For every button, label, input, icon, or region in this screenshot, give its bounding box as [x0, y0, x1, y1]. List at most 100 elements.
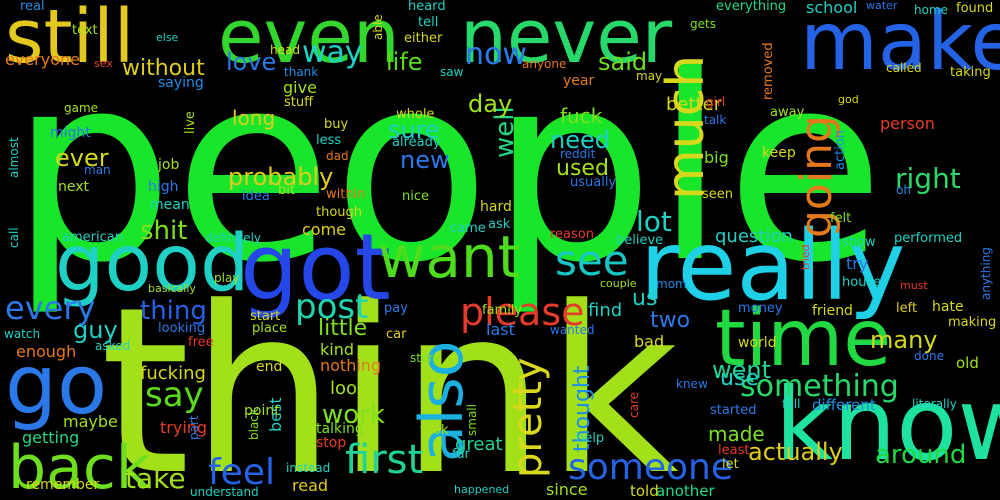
- word-less: less: [316, 133, 342, 148]
- word-usually: usually: [570, 175, 617, 190]
- word-god: god: [838, 93, 859, 106]
- word-place: place: [252, 321, 287, 336]
- word-another: another: [656, 482, 715, 500]
- word-many: many: [870, 326, 938, 354]
- word-come: come: [302, 220, 347, 239]
- word-getting: getting: [22, 428, 80, 447]
- word-world: world: [738, 335, 777, 351]
- word-might: might: [50, 125, 91, 141]
- word-literally: literally: [912, 397, 957, 411]
- word-someone: someone: [568, 447, 733, 488]
- word-kind: kind: [320, 340, 355, 359]
- word-used: used: [556, 156, 609, 181]
- word-use: use: [720, 366, 759, 391]
- word-without: without: [122, 56, 205, 81]
- word-family: family: [482, 303, 523, 318]
- word-want: want: [378, 223, 521, 291]
- word-car: car: [386, 327, 407, 342]
- word-definitely: definitely: [205, 231, 262, 245]
- word-felt: felt: [830, 211, 852, 226]
- word-around: around: [875, 440, 967, 470]
- word-came: came: [450, 221, 486, 236]
- word-person: person: [880, 114, 935, 133]
- word-job: job: [158, 157, 180, 173]
- word-basically: basically: [148, 282, 196, 295]
- word-least: least: [718, 443, 750, 458]
- word-happened: happened: [454, 483, 510, 496]
- word-remember: remember: [26, 477, 100, 493]
- word-couple: couple: [600, 277, 637, 290]
- word-us: us: [632, 286, 658, 311]
- word-buy: buy: [324, 117, 349, 132]
- word-girl: girl: [706, 95, 726, 109]
- word-first: first: [345, 437, 424, 483]
- word-post: post: [295, 287, 369, 327]
- word-idea: idea: [242, 189, 270, 204]
- word-knew: knew: [676, 377, 708, 391]
- word-need: need: [550, 126, 610, 154]
- word-year: year: [563, 73, 595, 89]
- word-work: work: [322, 400, 385, 430]
- word-big: big: [704, 148, 729, 167]
- word-small: small: [465, 404, 479, 436]
- word-asked: asked: [95, 339, 131, 353]
- word-shit: shit: [140, 216, 188, 246]
- word-please: please: [460, 290, 585, 334]
- word-instead: instead: [286, 461, 331, 475]
- word-end: end: [256, 359, 283, 375]
- word-got: got: [240, 214, 391, 321]
- word-talk: talk: [704, 113, 727, 127]
- word-next: next: [58, 179, 90, 195]
- word-something: something: [740, 369, 899, 404]
- word-game: game: [64, 101, 99, 115]
- word-take: take: [125, 462, 186, 495]
- word-able: able: [371, 14, 385, 40]
- word-looking: looking: [158, 321, 206, 336]
- word-point: point: [244, 403, 280, 419]
- word-removed: removed: [761, 42, 776, 100]
- word-bad: bad: [634, 332, 665, 351]
- word-said: said: [598, 48, 648, 76]
- word-thing: thing: [140, 296, 207, 326]
- word-watch: watch: [4, 327, 41, 341]
- word-head: head: [270, 43, 300, 57]
- word-either: either: [404, 31, 443, 46]
- word-love: love: [226, 48, 277, 76]
- word-black: black: [247, 408, 261, 440]
- word-different: different: [812, 396, 876, 414]
- word-tell: tell: [418, 15, 439, 30]
- word-water: water: [866, 0, 898, 12]
- word-making: making: [948, 315, 997, 330]
- word-right: right: [895, 162, 961, 195]
- word-old: old: [956, 354, 979, 372]
- word-gets: gets: [690, 17, 716, 31]
- word-told: told: [630, 482, 659, 500]
- word-feel: feel: [208, 452, 275, 493]
- word-money: money: [738, 301, 783, 316]
- word-new: new: [400, 146, 450, 174]
- word-whole: whole: [396, 107, 435, 122]
- word-show: show: [842, 235, 876, 250]
- word-find: find: [588, 300, 623, 321]
- word-last: last: [486, 320, 515, 339]
- word-every: every: [5, 289, 96, 327]
- word-understand: understand: [190, 485, 259, 499]
- word-give: give: [283, 78, 317, 97]
- word-lot: lot: [636, 205, 672, 238]
- word-hate: hate: [932, 299, 964, 315]
- word-care: care: [627, 391, 641, 418]
- word-found: found: [956, 1, 994, 16]
- word-stuff: stuff: [284, 95, 314, 110]
- word-anything: anything: [979, 247, 993, 300]
- word-reddit: reddit: [560, 147, 596, 161]
- word-performed: performed: [894, 231, 963, 246]
- word-much: much: [656, 54, 716, 200]
- word-american: american: [62, 230, 123, 245]
- word-everything: everything: [716, 0, 787, 14]
- word-though: though: [316, 205, 363, 220]
- word-away: away: [770, 105, 805, 120]
- word-go: go: [5, 338, 108, 433]
- word-bit: bit: [278, 183, 295, 198]
- word-stop: stop: [316, 435, 347, 451]
